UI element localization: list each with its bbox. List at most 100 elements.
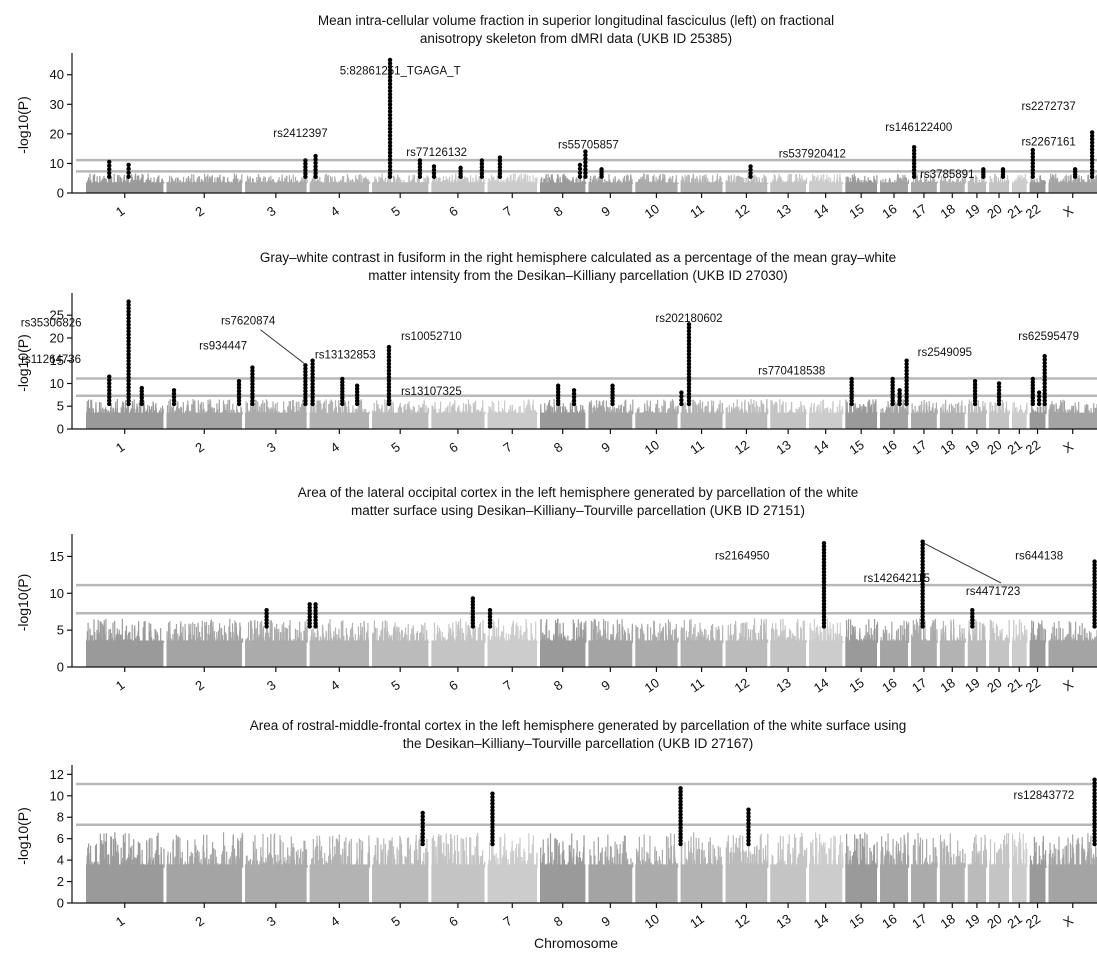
- background-point: [203, 182, 205, 184]
- background-point: [358, 176, 361, 184]
- background-point: [652, 413, 654, 415]
- background-point: [992, 182, 994, 184]
- background-point: [410, 180, 412, 184]
- background-point: [524, 175, 527, 184]
- background-point: [494, 182, 496, 184]
- background-point: [400, 413, 402, 415]
- background-point: [727, 180, 729, 184]
- background-point: [607, 181, 609, 184]
- background-point: [269, 413, 271, 415]
- background-point: [134, 174, 136, 184]
- background-point: [589, 402, 591, 414]
- hit-point: [981, 167, 986, 172]
- background-point: [446, 182, 449, 184]
- hit-point: [303, 164, 308, 170]
- background-point: [864, 406, 866, 414]
- background-point: [526, 410, 528, 414]
- background-point: [329, 401, 331, 414]
- background-point: [746, 412, 748, 414]
- background-point: [118, 182, 120, 184]
- background-point: [656, 182, 659, 184]
- background-point: [650, 411, 652, 414]
- background-point: [515, 413, 517, 415]
- background-point: [477, 413, 479, 415]
- background-point: [88, 177, 90, 184]
- background-point: [293, 182, 295, 184]
- background-point: [700, 182, 702, 184]
- background-point: [858, 413, 860, 415]
- background-point: [1085, 181, 1087, 184]
- background-point: [297, 411, 299, 414]
- background-point: [225, 182, 227, 184]
- background-point: [905, 178, 907, 184]
- background-point: [582, 405, 584, 414]
- hit-point: [313, 153, 318, 159]
- background-point: [405, 182, 407, 184]
- background-point: [578, 182, 581, 184]
- background-point: [655, 403, 657, 414]
- background-point: [1032, 182, 1034, 184]
- background-point: [664, 401, 666, 414]
- background-point: [228, 399, 231, 414]
- hit-point: [1089, 160, 1095, 166]
- background-point: [519, 406, 521, 414]
- background-point: [772, 179, 774, 184]
- background-point: [446, 179, 448, 184]
- background-point: [554, 412, 557, 414]
- background-point: [267, 182, 269, 184]
- background-point: [189, 178, 191, 184]
- background-point: [564, 406, 567, 414]
- background-point: [656, 181, 658, 184]
- background-point: [787, 182, 789, 184]
- background-point: [911, 181, 913, 184]
- background-point: [982, 180, 984, 184]
- background-point: [956, 413, 958, 415]
- background-point: [816, 177, 818, 184]
- background-point: [1005, 413, 1007, 415]
- background-point: [134, 413, 137, 415]
- background-point: [1008, 413, 1010, 415]
- background-point: [500, 412, 503, 414]
- background-point: [740, 182, 742, 184]
- background-point: [384, 413, 386, 415]
- background-point: [990, 402, 992, 414]
- background-point: [874, 401, 876, 414]
- background-point: [88, 407, 91, 414]
- background-point: [116, 413, 118, 415]
- background-point: [746, 413, 748, 415]
- baseline-band-11: [680, 182, 723, 193]
- background-point: [605, 411, 608, 414]
- background-point: [916, 411, 918, 414]
- background-point: [590, 413, 592, 415]
- background-point: [400, 407, 403, 414]
- hit-point: [303, 161, 308, 166]
- background-point: [616, 180, 619, 184]
- background-point: [829, 408, 831, 414]
- background-point: [442, 180, 444, 184]
- background-point: [889, 411, 892, 414]
- background-point: [296, 401, 298, 414]
- background-point: [333, 182, 335, 184]
- background-point: [207, 399, 209, 414]
- background-point: [177, 401, 179, 414]
- background-point: [632, 399, 634, 414]
- background-point: [544, 413, 546, 415]
- background-point: [589, 182, 591, 184]
- background-point: [530, 181, 532, 184]
- background-point: [609, 412, 611, 414]
- background-point: [331, 413, 333, 415]
- background-point: [1024, 173, 1026, 184]
- background-point: [834, 182, 836, 184]
- background-point: [339, 412, 342, 414]
- background-point: [914, 405, 916, 414]
- background-point: [963, 413, 965, 415]
- background-point: [847, 182, 849, 184]
- background-point: [761, 177, 763, 184]
- background-point: [688, 177, 690, 184]
- background-point: [197, 400, 199, 414]
- background-point: [311, 400, 313, 414]
- background-point: [815, 182, 817, 184]
- background-point: [762, 403, 764, 414]
- background-point: [716, 176, 718, 184]
- background-point: [567, 182, 569, 184]
